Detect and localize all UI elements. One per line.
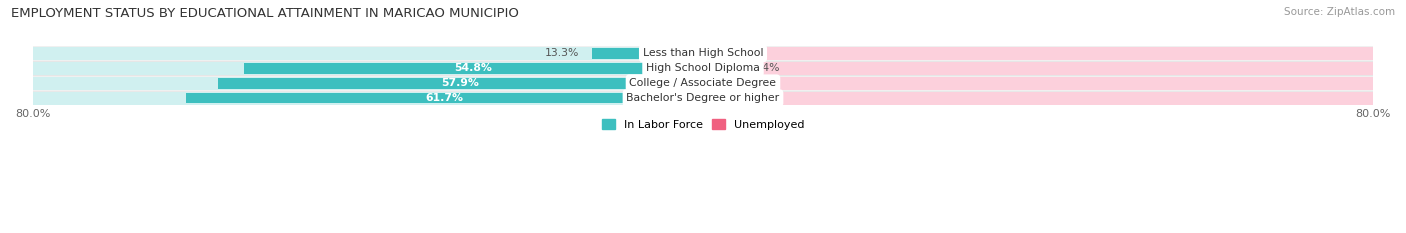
- Bar: [703, 47, 1374, 60]
- Bar: [32, 76, 1374, 91]
- Text: 57.9%: 57.9%: [441, 78, 479, 88]
- Bar: [703, 62, 1374, 75]
- Bar: [32, 61, 1374, 76]
- Text: High School Diploma: High School Diploma: [647, 63, 759, 73]
- Bar: [592, 48, 703, 59]
- Bar: [218, 78, 703, 89]
- Bar: [32, 91, 1374, 106]
- Text: 0.0%: 0.0%: [716, 93, 744, 103]
- Text: 4.4%: 4.4%: [752, 63, 780, 73]
- Text: College / Associate Degree: College / Associate Degree: [630, 78, 776, 88]
- Text: Bachelor's Degree or higher: Bachelor's Degree or higher: [627, 93, 779, 103]
- Bar: [32, 47, 703, 60]
- Bar: [703, 92, 1374, 105]
- Text: 61.7%: 61.7%: [426, 93, 464, 103]
- Bar: [243, 63, 703, 74]
- Bar: [32, 77, 703, 90]
- Bar: [703, 77, 1374, 90]
- Text: 0.0%: 0.0%: [716, 78, 744, 88]
- Bar: [32, 92, 703, 105]
- Text: 54.8%: 54.8%: [454, 63, 492, 73]
- Text: 0.0%: 0.0%: [716, 48, 744, 58]
- Legend: In Labor Force, Unemployed: In Labor Force, Unemployed: [598, 115, 808, 134]
- Bar: [703, 63, 740, 74]
- Text: Less than High School: Less than High School: [643, 48, 763, 58]
- Text: EMPLOYMENT STATUS BY EDUCATIONAL ATTAINMENT IN MARICAO MUNICIPIO: EMPLOYMENT STATUS BY EDUCATIONAL ATTAINM…: [11, 7, 519, 20]
- Text: Source: ZipAtlas.com: Source: ZipAtlas.com: [1284, 7, 1395, 17]
- Text: 13.3%: 13.3%: [544, 48, 579, 58]
- Bar: [186, 93, 703, 103]
- Bar: [32, 46, 1374, 61]
- Bar: [32, 62, 703, 75]
